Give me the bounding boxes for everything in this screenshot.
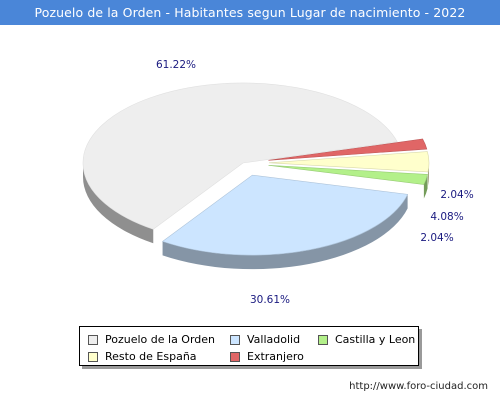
legend-swatch-extranjero (230, 351, 240, 362)
legend-swatch-valladolid (230, 334, 240, 345)
pie-slices (82, 82, 430, 270)
slice-castilla (268, 165, 428, 185)
pie-chart: 61.22% 30.61% 2.04% 4.08% 2.04% (82, 59, 474, 306)
legend-item-valladolid: Valladolid (230, 333, 300, 346)
legend: Pozuelo de la Orden Valladolid Castilla … (79, 326, 419, 366)
slice-label-valladolid: 30.61% (250, 294, 290, 306)
legend-label-castilla: Castilla y Leon (335, 333, 416, 346)
slice-resto (268, 151, 430, 173)
legend-label-resto: Resto de España (105, 350, 197, 363)
legend-swatch-castilla (318, 334, 328, 345)
slice-label-extranjero: 2.04% (440, 189, 473, 201)
slice-label-resto: 4.08% (430, 211, 463, 223)
legend-item-pozuelo: Pozuelo de la Orden (88, 333, 215, 346)
slice-label-pozuelo: 61.22% (156, 59, 196, 71)
slice-side-pozuelo (83, 163, 154, 244)
legend-item-extranjero: Extranjero (230, 350, 304, 363)
legend-swatch-pozuelo (88, 334, 98, 345)
title-bar: Pozuelo de la Orden - Habitantes segun L… (0, 0, 500, 25)
legend-label-pozuelo: Pozuelo de la Orden (105, 333, 216, 346)
legend-item-resto: Resto de España (88, 350, 197, 363)
slice-side-castilla (423, 174, 428, 199)
footer-url: http://www.foro-ciudad.com (349, 381, 488, 392)
legend-label-extranjero: Extranjero (247, 350, 304, 363)
pie-labels: 61.22% 30.61% 2.04% 4.08% 2.04% (156, 59, 474, 306)
legend-swatch-resto (88, 351, 98, 362)
slice-extranjero (268, 138, 428, 161)
slice-label-castilla: 2.04% (420, 232, 453, 244)
legend-item-castilla: Castilla y Leon (318, 333, 415, 346)
slice-valladolid (161, 174, 409, 256)
legend-label-valladolid: Valladolid (247, 333, 301, 346)
slice-pozuelo (82, 82, 398, 230)
chart-title: Pozuelo de la Orden - Habitantes segun L… (34, 5, 466, 20)
slice-side-valladolid (162, 194, 408, 270)
